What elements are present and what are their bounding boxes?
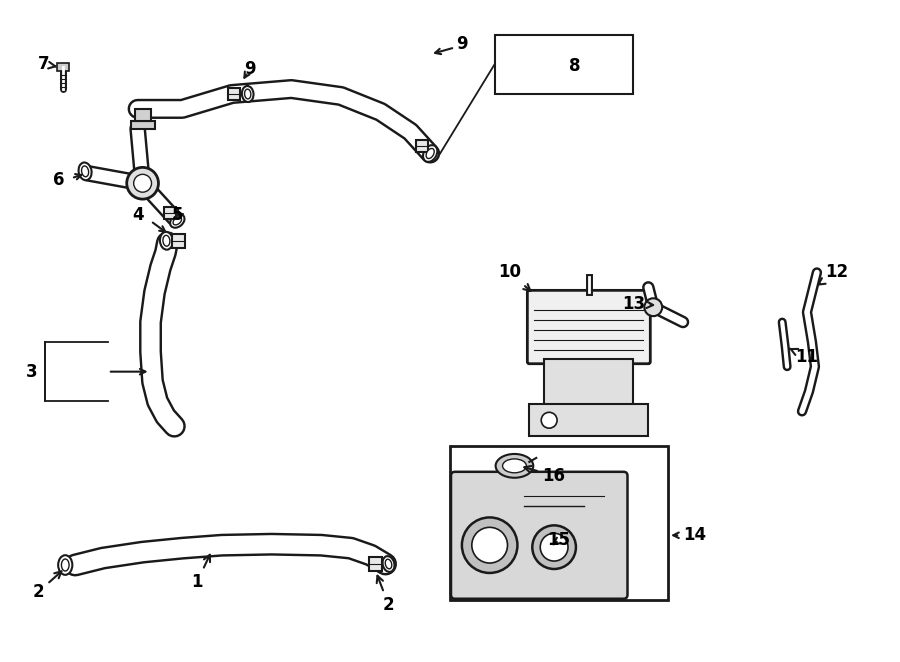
Bar [58, 64, 69, 71]
Circle shape [472, 528, 508, 563]
Bar [495, 34, 634, 94]
Text: 6: 6 [52, 171, 64, 189]
Circle shape [134, 174, 151, 192]
Circle shape [540, 534, 568, 561]
Ellipse shape [173, 217, 182, 225]
Text: 5: 5 [172, 206, 183, 224]
Ellipse shape [502, 459, 526, 473]
Bar [369, 557, 382, 571]
Ellipse shape [423, 145, 437, 162]
Ellipse shape [245, 89, 251, 99]
Ellipse shape [160, 232, 173, 250]
Bar [417, 140, 428, 152]
Ellipse shape [382, 556, 394, 572]
Circle shape [462, 518, 517, 573]
Text: 13: 13 [622, 295, 653, 313]
Ellipse shape [385, 559, 392, 569]
FancyBboxPatch shape [527, 291, 651, 363]
Ellipse shape [82, 166, 88, 177]
Text: 2: 2 [377, 576, 394, 614]
Text: 9: 9 [456, 36, 468, 54]
Text: 11: 11 [790, 348, 818, 366]
Bar [130, 120, 155, 128]
Text: 12: 12 [818, 263, 849, 285]
Bar [450, 446, 668, 600]
Text: 8: 8 [569, 57, 580, 75]
Circle shape [127, 167, 158, 199]
Text: 10: 10 [498, 263, 530, 291]
Bar [165, 207, 176, 219]
Circle shape [644, 299, 662, 316]
Ellipse shape [58, 555, 72, 575]
Text: 9: 9 [244, 60, 256, 78]
Text: 1: 1 [192, 555, 210, 591]
Ellipse shape [426, 148, 434, 158]
Text: 15: 15 [547, 531, 571, 549]
Bar [135, 109, 150, 120]
FancyBboxPatch shape [451, 472, 627, 598]
Text: 7: 7 [38, 55, 56, 73]
Ellipse shape [78, 162, 92, 180]
Circle shape [541, 412, 557, 428]
Text: 16: 16 [525, 466, 565, 485]
Ellipse shape [242, 86, 254, 102]
Circle shape [532, 526, 576, 569]
Text: 3: 3 [26, 363, 38, 381]
Text: 4: 4 [131, 206, 143, 224]
Ellipse shape [61, 559, 69, 571]
Bar [228, 88, 239, 100]
Ellipse shape [163, 235, 170, 246]
Text: 14: 14 [683, 526, 706, 544]
Bar [529, 404, 648, 436]
Bar [172, 234, 184, 248]
Ellipse shape [496, 454, 534, 478]
Bar [544, 359, 634, 406]
Ellipse shape [170, 214, 184, 228]
Text: 2: 2 [32, 571, 61, 601]
